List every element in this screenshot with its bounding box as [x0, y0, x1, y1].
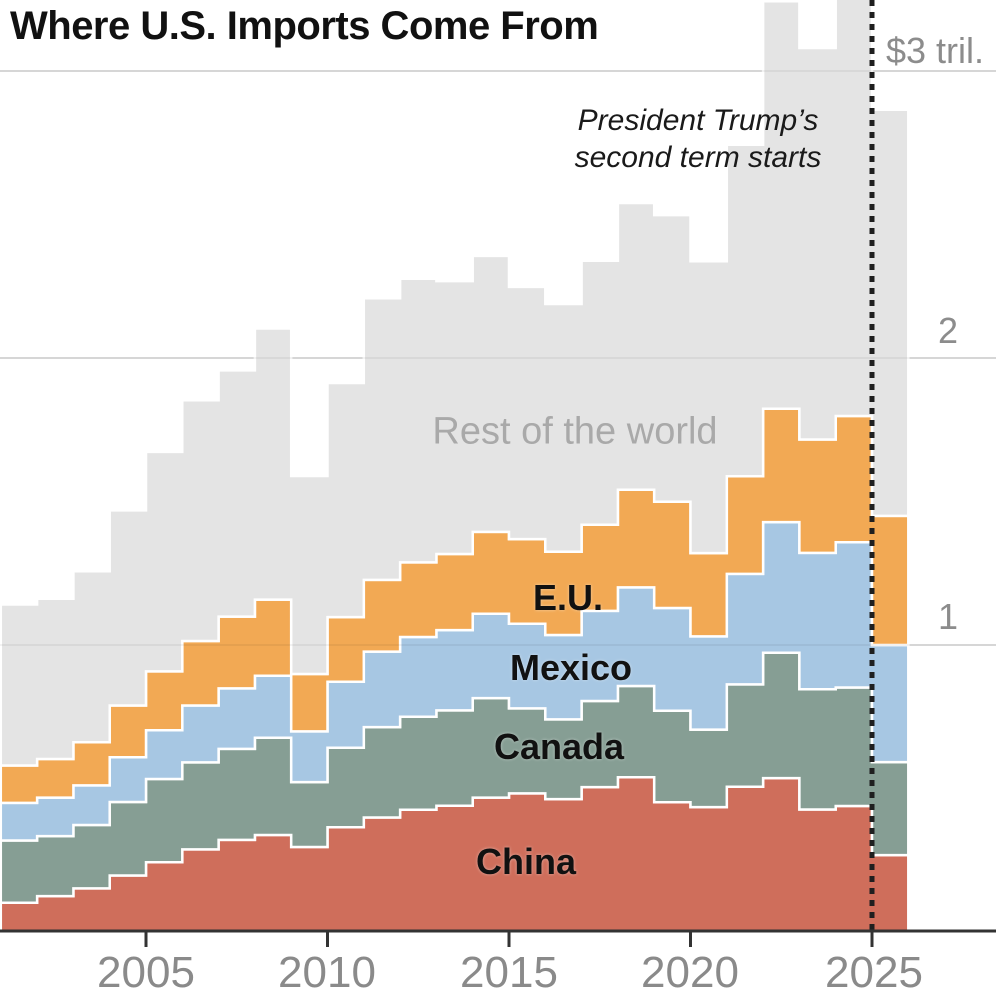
event-annotation-line2: second term starts: [574, 141, 822, 174]
y-axis-label-1: 1: [937, 596, 959, 637]
event-annotation: President Trump’s second term starts: [518, 102, 878, 176]
event-annotation-line1: President Trump’s: [577, 104, 819, 137]
x-axis-label-2010: 2010: [278, 948, 376, 997]
x-axis-label-2005: 2005: [97, 948, 195, 997]
chart-title: Where U.S. Imports Come From: [10, 4, 599, 48]
series-label-rest-of-world: Rest of the world: [432, 410, 718, 453]
y-axis-label-3tril: $3 tril.: [886, 30, 985, 71]
series-area-rest: [0, 0, 910, 767]
y-axis-label-2: 2: [937, 310, 959, 351]
x-axis-label-2015: 2015: [460, 948, 558, 997]
series-label-eu: E.U.: [532, 577, 604, 618]
x-axis-label-2020: 2020: [641, 948, 739, 997]
x-axis-label-2025: 2025: [825, 948, 923, 997]
series-label-mexico: Mexico: [509, 647, 633, 688]
series-label-canada: Canada: [493, 726, 625, 767]
series-label-china: China: [475, 841, 577, 882]
